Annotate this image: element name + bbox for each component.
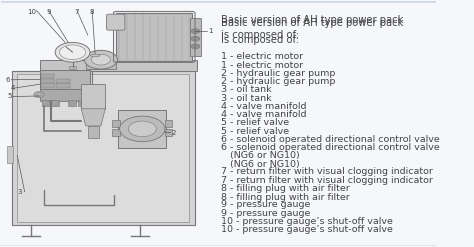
Text: 5 - relief valve: 5 - relief valve — [221, 127, 289, 136]
Bar — [88, 126, 99, 138]
Circle shape — [84, 50, 118, 69]
Bar — [69, 66, 76, 69]
Circle shape — [191, 29, 200, 34]
Bar — [116, 13, 192, 61]
Text: (NG6 or NG10): (NG6 or NG10) — [221, 160, 300, 169]
Text: 2: 2 — [172, 130, 176, 136]
Text: 4 - valve manifold: 4 - valve manifold — [221, 110, 306, 119]
Text: 1 - electric motor: 1 - electric motor — [221, 61, 303, 70]
Bar — [40, 89, 90, 102]
Text: 1 - electric motor: 1 - electric motor — [221, 52, 303, 61]
Text: 7 - return filter with visual clogging indicator: 7 - return filter with visual clogging i… — [221, 167, 433, 176]
Bar — [40, 70, 90, 89]
Bar — [68, 101, 76, 106]
Text: 10 - pressure gauge’s shut-off valve: 10 - pressure gauge’s shut-off valve — [221, 217, 392, 226]
Bar — [41, 83, 54, 88]
Text: 10 - pressure gauge’s shut-off valve: 10 - pressure gauge’s shut-off valve — [221, 226, 392, 234]
Text: 8 - filling plug with air filter: 8 - filling plug with air filter — [221, 184, 349, 193]
Text: 3 - oil tank: 3 - oil tank — [221, 85, 271, 94]
Text: 2 - hydraulic gear pump: 2 - hydraulic gear pump — [221, 69, 335, 78]
Polygon shape — [82, 109, 105, 126]
Bar — [82, 84, 105, 109]
Text: (NG6 or NG10): (NG6 or NG10) — [221, 151, 300, 160]
Text: 3 - oil tank: 3 - oil tank — [221, 94, 271, 103]
Text: 8: 8 — [90, 9, 94, 15]
Bar — [112, 129, 120, 136]
Bar — [164, 129, 173, 136]
Bar — [51, 101, 59, 106]
Bar — [86, 60, 116, 69]
Text: 4: 4 — [10, 85, 15, 91]
Bar — [164, 120, 173, 127]
Text: 9 - pressure gauge: 9 - pressure gauge — [221, 209, 310, 218]
Text: Basic version of AH type power pack: Basic version of AH type power pack — [221, 15, 403, 25]
Bar — [56, 79, 70, 83]
Text: 8 - filling plug with air filter: 8 - filling plug with air filter — [221, 192, 349, 202]
Text: 5 - relief valve: 5 - relief valve — [221, 118, 289, 127]
Circle shape — [55, 42, 90, 62]
Text: 1: 1 — [209, 28, 213, 34]
Bar — [7, 145, 13, 163]
Bar — [112, 120, 120, 127]
Circle shape — [60, 45, 86, 60]
Bar — [56, 83, 70, 88]
Text: 2 - hydraulic gear pump: 2 - hydraulic gear pump — [221, 77, 335, 86]
Circle shape — [34, 92, 44, 98]
Text: is composed of:: is composed of: — [221, 35, 299, 45]
Text: 9: 9 — [46, 9, 51, 15]
FancyBboxPatch shape — [0, 2, 438, 246]
Circle shape — [191, 44, 200, 49]
FancyBboxPatch shape — [107, 14, 125, 30]
Circle shape — [128, 121, 156, 137]
Bar — [42, 101, 49, 106]
Text: 9 - pressure gauge: 9 - pressure gauge — [221, 200, 310, 209]
Text: Basic version of AH type power pack: Basic version of AH type power pack — [221, 18, 403, 28]
Bar — [41, 79, 54, 83]
Text: 10: 10 — [27, 9, 36, 15]
Text: 7 - return filter with visual clogging indicator: 7 - return filter with visual clogging i… — [221, 176, 433, 185]
Bar — [91, 56, 100, 62]
Bar — [118, 110, 166, 148]
Bar — [17, 74, 189, 222]
Text: 7: 7 — [75, 9, 79, 15]
Text: 3: 3 — [17, 189, 22, 195]
Circle shape — [119, 116, 165, 142]
Text: 5: 5 — [8, 93, 12, 100]
Circle shape — [36, 93, 42, 96]
Bar — [41, 74, 54, 78]
Bar — [11, 71, 195, 226]
Bar — [40, 60, 197, 71]
Ellipse shape — [91, 54, 100, 57]
Bar — [78, 101, 86, 106]
Text: 6 - solenoid operated directional control valve: 6 - solenoid operated directional contro… — [221, 135, 439, 144]
Text: 6: 6 — [6, 77, 10, 83]
Circle shape — [191, 36, 200, 41]
Text: is composed of:: is composed of: — [221, 30, 299, 40]
Text: 6 - solenoid operated directional control valve: 6 - solenoid operated directional contro… — [221, 143, 439, 152]
Circle shape — [91, 54, 110, 65]
Bar — [190, 18, 201, 56]
Text: 4 - valve manifold: 4 - valve manifold — [221, 102, 306, 111]
